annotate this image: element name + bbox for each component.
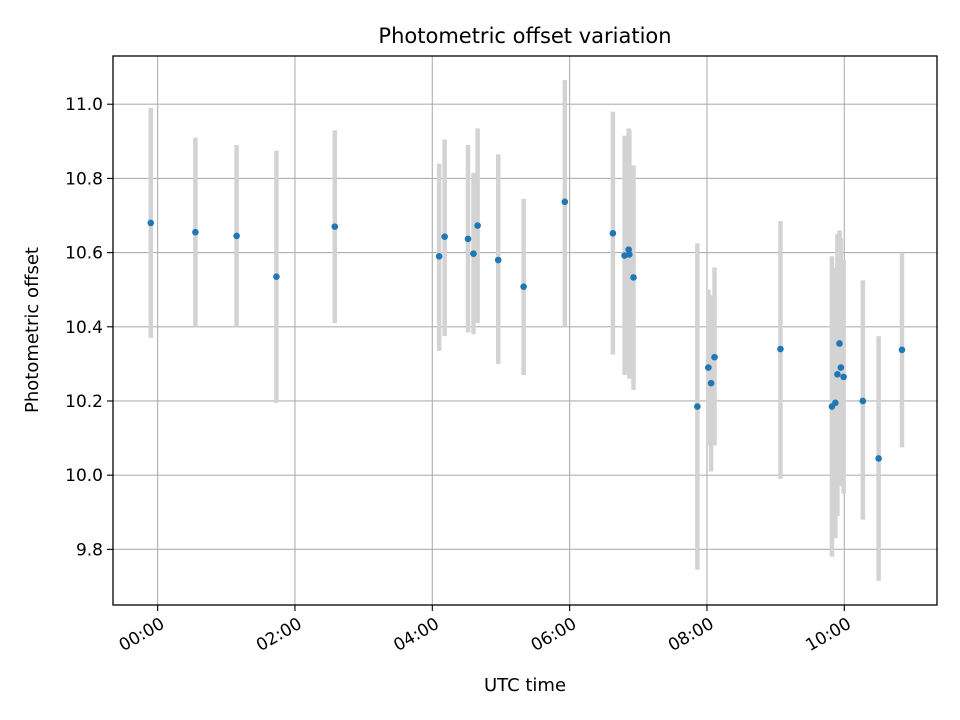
data-points	[147, 198, 906, 462]
y-tick-label: 10.8	[65, 169, 103, 189]
data-point	[520, 283, 527, 291]
y-tick-label: 10.0	[65, 466, 103, 486]
data-point	[464, 235, 472, 243]
data-point	[233, 232, 240, 240]
data-point	[273, 273, 280, 281]
data-point	[494, 256, 502, 264]
data-point	[705, 364, 712, 371]
data-point	[898, 346, 906, 354]
data-point	[832, 399, 839, 407]
data-point	[836, 340, 843, 347]
data-point	[859, 397, 867, 405]
data-point	[711, 353, 718, 361]
y-axis-label: Photometric offset	[22, 247, 43, 413]
data-point	[837, 364, 845, 371]
y-tick-label: 11.0	[65, 95, 103, 115]
data-point	[777, 345, 784, 353]
y-axis-ticks: 9.8 10.0 10.2 10.4 10.6 10.8 11.0	[65, 95, 113, 560]
data-point	[694, 403, 701, 410]
data-point	[609, 230, 617, 237]
data-point	[834, 370, 841, 378]
data-point	[561, 198, 569, 206]
data-point	[474, 222, 481, 229]
data-point	[625, 246, 632, 253]
data-point	[840, 373, 847, 381]
data-point	[630, 274, 637, 281]
data-point	[331, 223, 339, 230]
chart-title: Photometric offset variation	[378, 24, 671, 48]
data-point	[192, 228, 199, 236]
data-point	[875, 455, 882, 462]
y-tick-label: 9.8	[76, 540, 103, 560]
y-tick-label: 10.6	[65, 244, 103, 264]
data-point	[435, 253, 443, 260]
x-axis-label: UTC time	[484, 675, 566, 696]
plot-frame	[112, 55, 938, 606]
data-point	[626, 251, 633, 258]
data-point	[470, 250, 477, 258]
data-point	[707, 379, 715, 387]
y-tick-label: 10.2	[65, 392, 103, 412]
data-point	[147, 219, 155, 227]
y-tick-label: 10.4	[65, 318, 103, 338]
data-point	[441, 233, 448, 240]
